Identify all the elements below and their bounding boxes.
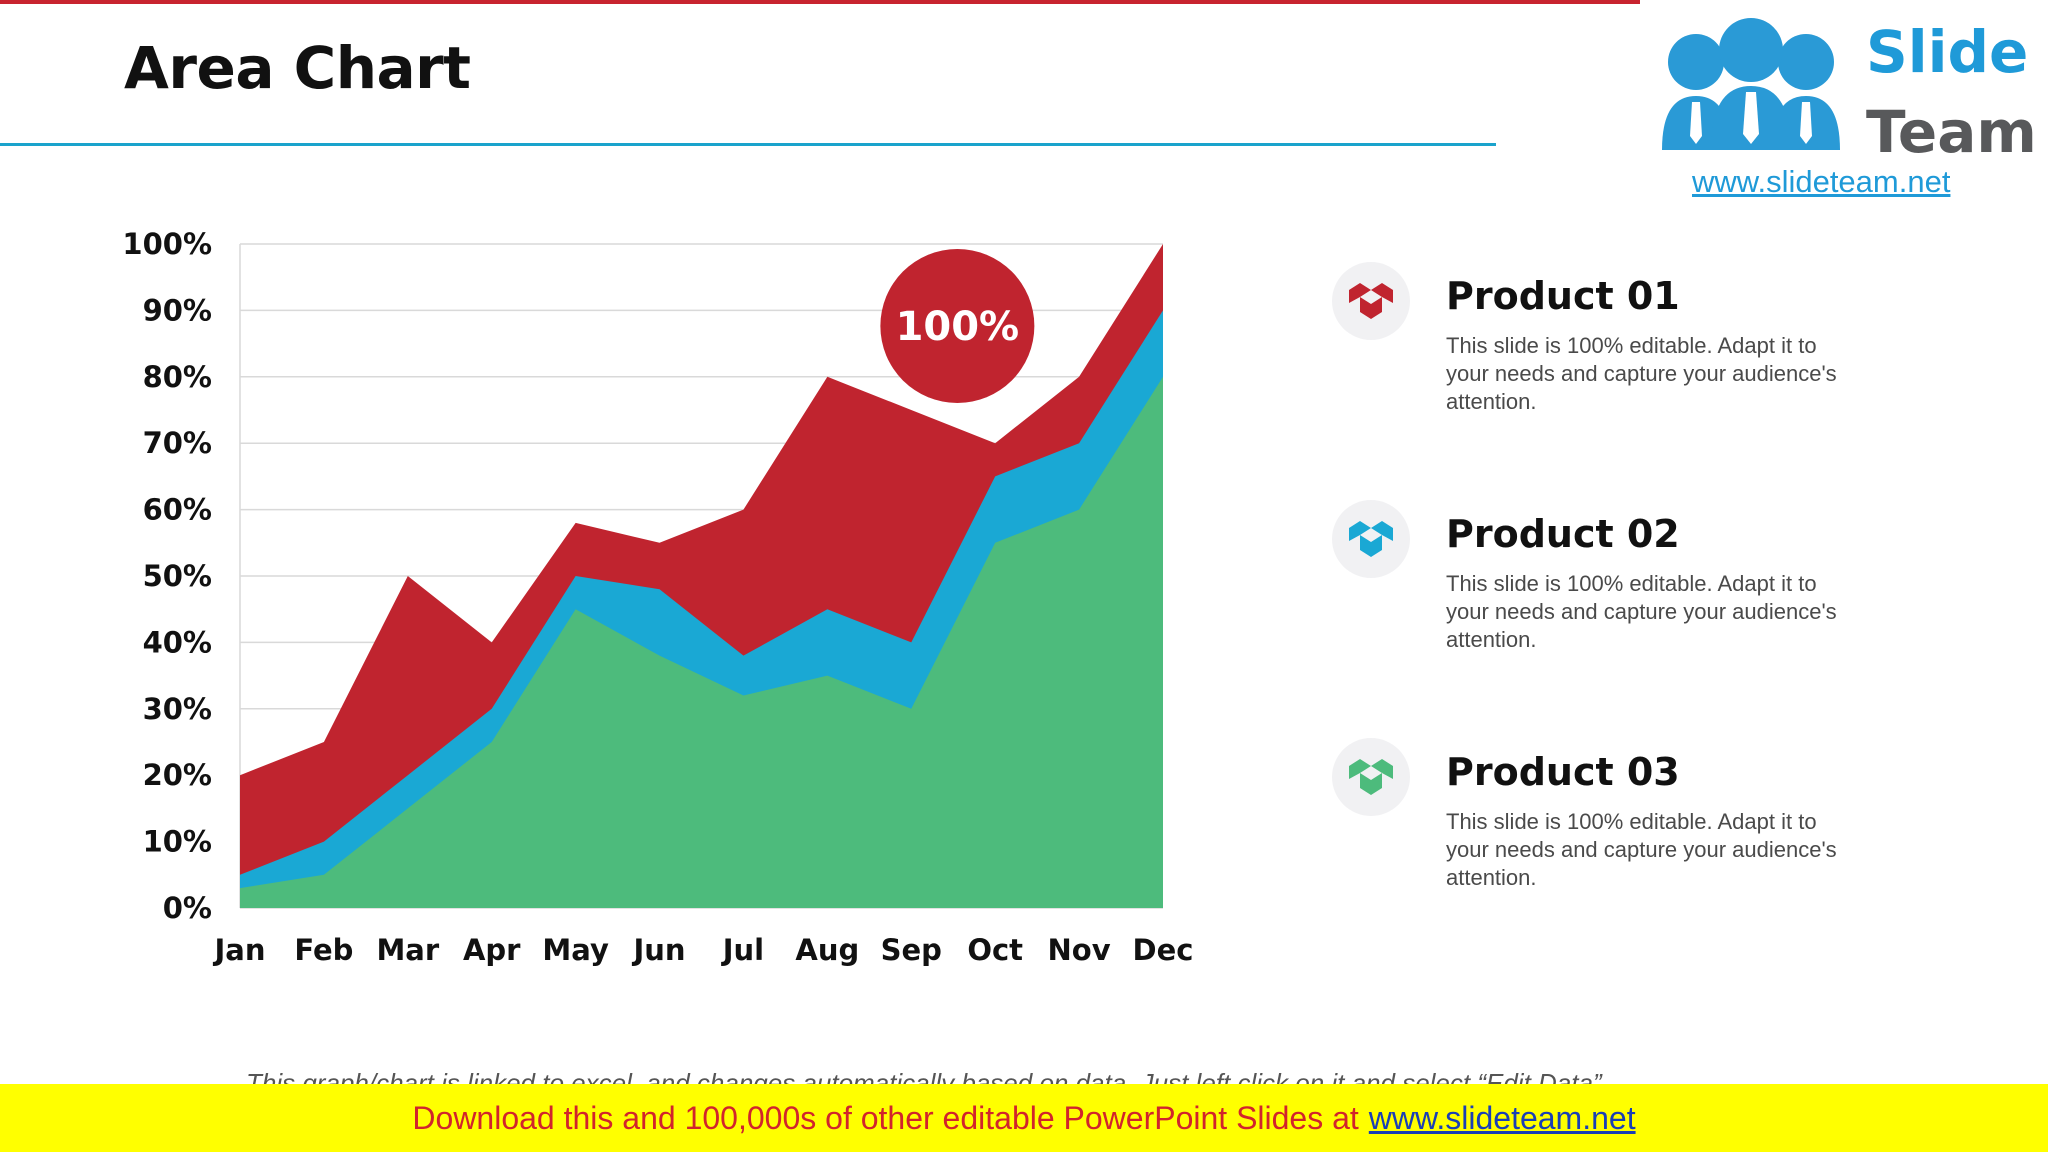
- people-icon: [1662, 18, 1840, 150]
- box-icon-shape: [1349, 283, 1393, 319]
- x-tick-label: Oct: [967, 933, 1023, 967]
- box-icon-shape: [1349, 521, 1393, 557]
- download-banner[interactable]: Download this and 100,000s of other edit…: [0, 1084, 2048, 1152]
- y-tick-label: 70%: [143, 426, 212, 460]
- banner-text: Download this and 100,000s of other edit…: [412, 1099, 1359, 1136]
- y-tick-label: 50%: [143, 559, 212, 593]
- x-tick-label: May: [542, 933, 609, 967]
- legend-title: Product 01: [1446, 274, 1680, 318]
- x-tick-label: Aug: [795, 933, 859, 967]
- x-tick-label: Sep: [881, 933, 942, 967]
- area-series-product-03[interactable]: [240, 376, 1163, 908]
- legend-item-product-02: Product 02 This slide is 100% editable. …: [1332, 500, 1852, 670]
- slideteam-logo[interactable]: Slide Team www.slideteam.net: [1640, 0, 2037, 199]
- page-title: Area Chart: [124, 34, 471, 102]
- legend-icon-circle: [1332, 738, 1410, 816]
- x-tick-label: Apr: [463, 933, 521, 967]
- legend-title: Product 02: [1446, 512, 1680, 556]
- legend-description: This slide is 100% editable. Adapt it to…: [1446, 571, 1837, 652]
- y-tick-label: 60%: [143, 493, 212, 527]
- y-tick-label: 80%: [143, 360, 212, 394]
- legend-item-product-01: Product 01 This slide is 100% editable. …: [1332, 262, 1852, 432]
- x-tick-label: Jan: [212, 933, 265, 967]
- top-accent-line: [0, 0, 1640, 4]
- area-chart[interactable]: 0% 10% 20% 30% 40% 50% 60% 70% 80% 90% 100% Jan Feb M…: [120, 220, 1220, 980]
- x-tick-label: Jul: [721, 933, 764, 967]
- y-tick-label: 40%: [143, 625, 212, 659]
- y-tick-label: 20%: [143, 758, 212, 792]
- legend-description: This slide is 100% editable. Adapt it to…: [1446, 333, 1837, 414]
- annotation-badge: [880, 249, 1035, 403]
- x-tick-label: Dec: [1133, 933, 1194, 967]
- box-icon: [1349, 521, 1393, 557]
- logo-brand-bottom: Team: [1866, 98, 2037, 166]
- x-tick-label: Jun: [631, 933, 685, 967]
- y-tick-label: 30%: [143, 692, 212, 726]
- axis-layer: 0% 10% 20% 30% 40% 50% 60% 70% 80% 90% 100% Jan Feb M…: [122, 227, 1193, 967]
- title-divider: [0, 143, 1496, 146]
- x-tick-label: Feb: [294, 933, 353, 967]
- area-layer: [240, 244, 1163, 908]
- banner-link[interactable]: www.slideteam.net: [1368, 1099, 1636, 1136]
- x-tick-label: Mar: [376, 933, 439, 967]
- legend-item-product-03: Product 03 This slide is 100% editable. …: [1332, 738, 1852, 908]
- legend-icon-circle: [1332, 500, 1410, 578]
- x-tick-label: Nov: [1048, 933, 1111, 967]
- y-tick-label: 10%: [143, 825, 212, 859]
- logo-brand-top: Slide: [1866, 18, 2029, 86]
- logo-url-link[interactable]: www.slideteam.net: [1692, 164, 1951, 199]
- y-tick-label: 0%: [163, 891, 212, 925]
- annotation-layer: 100%: [880, 249, 1035, 403]
- box-icon-shape: [1349, 759, 1393, 795]
- legend-icon-circle: [1332, 262, 1410, 340]
- legend-description: This slide is 100% editable. Adapt it to…: [1446, 809, 1837, 890]
- y-tick-label: 100%: [122, 227, 212, 261]
- annotation-badge-label: 100%: [896, 304, 1020, 350]
- box-icon: [1349, 759, 1393, 795]
- legend-title: Product 03: [1446, 750, 1680, 794]
- box-icon: [1349, 283, 1393, 319]
- y-tick-label: 90%: [143, 293, 212, 327]
- area-chart-svg: 0% 10% 20% 30% 40% 50% 60% 70% 80% 90% 100% Jan Feb M…: [122, 227, 1193, 967]
